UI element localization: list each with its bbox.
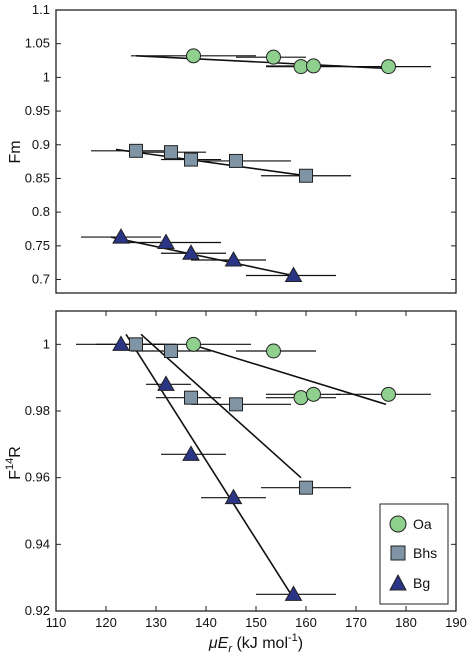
bottom-panel: 110 120 130 140 150 160 170 180 190 0.92 0.94 0.96… [4,310,467,655]
bot-y-tick-label: 0.94 [25,536,50,551]
top-data [81,48,431,282]
top-bg-point [284,266,303,282]
top-y-tick-label: 1.05 [25,36,50,51]
bottom-data [76,333,431,601]
legend-oa-label: Oa [413,516,432,532]
top-oa-point [381,59,396,75]
bot-y-tick-label: 1 [43,336,50,351]
x-tick-label: 120 [95,615,117,630]
bot-oa-point [381,386,396,402]
x-tick-label: 110 [46,615,67,630]
bot-y-tick-label: 0.96 [25,470,50,485]
top-oa-point [293,59,309,75]
bot-bhs-point [164,344,178,358]
bot-bg-fit-line [125,333,292,595]
top-bhs-point [164,145,178,160]
top-panel: 0.7 0.75 0.8 0.85 0.9 0.95 1 1.05 1.1 Fm [7,2,457,294]
top-oa-fit-line [135,55,392,70]
bot-bhs-point [229,397,243,412]
top-y-tick-label: 0.8 [32,204,50,219]
top-bhs-point [129,143,143,158]
bot-oa-point [186,336,201,352]
bot-bhs-point [129,337,143,352]
legend-oa-marker [389,515,407,533]
top-bhs-point [229,153,243,168]
bot-y-tick-label: 0.92 [25,603,50,618]
top-oa-point [266,49,281,65]
bot-bg-point [182,445,200,461]
top-y-tick-label: 0.75 [25,238,50,253]
legend: Oa Bhs Bg [379,503,449,605]
x-axis-label: μEr (kJ mol-1) [208,632,303,655]
top-bg-point [157,233,175,249]
bot-bg-point [157,375,175,391]
top-bg-point [112,228,130,244]
top-y-tick-label: 1 [43,69,50,84]
top-y-ticks: 0.7 0.75 0.8 0.85 0.9 0.95 1 1.05 1.1 [25,2,456,287]
top-bhs-point [184,152,198,167]
bot-bg-point [284,585,303,601]
bot-bhs-point [184,390,198,405]
x-tick-label: 170 [345,615,367,630]
bot-bg-point [112,335,130,351]
top-bg-fit-line [110,236,297,277]
x-tick-label: 140 [195,615,217,630]
legend-bg-label: Bg [413,575,430,591]
legend-bhs-marker [390,545,406,561]
bottom-y-ticks: 0.92 0.94 0.96 0.98 1 [25,336,456,618]
x-tick-label: 150 [245,615,267,630]
top-oa-point [306,58,321,74]
x-tick-label: 160 [295,615,317,630]
bot-y-tick-label: 0.98 [25,403,50,418]
top-y-tick-label: 0.95 [25,103,50,118]
bot-oa-point [293,390,309,406]
top-y-tick-label: 1.1 [32,2,50,17]
x-tick-label: 180 [395,615,417,630]
bot-oa-point [266,343,281,359]
bot-bhs-point [299,480,313,495]
top-bg-point [224,250,243,267]
bottom-y-axis-label: F14R [4,446,24,480]
top-bhs-point [299,168,313,183]
x-tick-label: 190 [445,615,467,630]
bot-bhs-fit-line [140,333,302,479]
top-plot-frame [55,9,457,294]
top-bg-point [182,244,200,260]
top-y-tick-label: 0.85 [25,170,50,185]
legend-bhs-label: Bhs [413,545,437,561]
top-bhs-fit-line [115,148,312,178]
legend-bg-marker [389,573,407,591]
bot-oa-fit-line [190,343,387,406]
bot-oa-point [306,386,321,402]
bottom-x-ticks: 110 120 130 140 150 160 170 180 190 [46,311,467,630]
top-y-tick-label: 0.9 [32,137,50,152]
top-y-tick-label: 0.7 [32,272,50,287]
x-tick-label: 130 [145,615,167,630]
top-oa-point [186,48,201,64]
top-y-axis-label: Fm [7,140,24,163]
bot-bg-point [224,488,243,505]
